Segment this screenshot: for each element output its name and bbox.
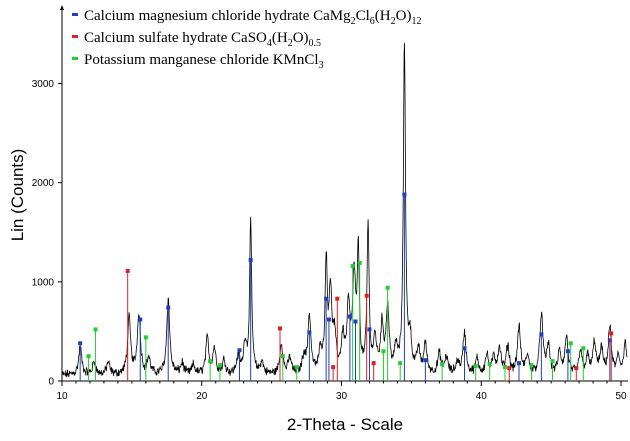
stick-marker-s2-3 xyxy=(208,359,213,364)
stick-marker-s1-2 xyxy=(331,365,336,370)
legend-label-1-part-3: O) xyxy=(292,30,309,46)
y-axis-title: Lin (Counts) xyxy=(8,148,27,242)
legend-item-1: Calcium sulfate hydrate CaSO4(H2O)0.5 xyxy=(72,30,421,52)
legend-item-0: Calcium magnesium chloride hydrate CaMg2… xyxy=(72,8,421,30)
legend-label-1: Calcium sulfate hydrate CaSO4(H2O)0.5 xyxy=(84,30,321,49)
stick-marker-s2-8 xyxy=(357,260,362,265)
stick-marker-s2-16 xyxy=(529,363,534,368)
legend-label-0-part-0: 2 xyxy=(350,16,356,27)
stick-marker-s0-5 xyxy=(307,330,312,335)
stick-marker-s2-6 xyxy=(294,365,299,370)
legend-label-2: Potassium manganese chloride KMnCl3 xyxy=(84,52,324,71)
legend-label-1-text: Calcium sulfate hydrate CaSO xyxy=(84,30,267,46)
legend-label-1-part-2: 2 xyxy=(287,38,293,49)
stick-marker-s0-6 xyxy=(324,296,329,301)
y-tick-label-1: 1000 xyxy=(32,277,55,288)
stick-marker-s2-0 xyxy=(86,354,91,359)
pattern-line xyxy=(61,42,628,378)
stick-marker-s2-5 xyxy=(280,354,285,359)
stick-marker-s2-18 xyxy=(568,341,573,346)
x-axis-title-wrap: 2-Theta - Scale xyxy=(0,415,630,435)
stick-marker-s2-11 xyxy=(398,361,403,366)
x-tick-label-4: 50 xyxy=(615,391,627,402)
stick-marker-s1-5 xyxy=(371,361,376,366)
stick-marker-s0-2 xyxy=(166,305,171,310)
stick-marker-s2-13 xyxy=(473,364,478,369)
legend-label-2-text: Potassium manganese chloride KMnCl xyxy=(84,52,319,68)
legend-label-0-text: Calcium magnesium chloride hydrate CaMg xyxy=(84,8,351,24)
stick-marker-s2-12 xyxy=(440,362,445,367)
legend-swatch-2 xyxy=(72,57,78,60)
axes: 0 1000 2000 3000 10 20 30 40 50 xyxy=(32,5,628,402)
stick-marker-s0-10 xyxy=(367,327,372,332)
stick-marker-s0-4 xyxy=(248,257,253,262)
stick-marker-s2-2 xyxy=(143,335,148,340)
stick-marker-s0-16 xyxy=(565,349,570,354)
stick-marker-s0-14 xyxy=(516,361,521,366)
stick-marker-s0-7 xyxy=(326,317,331,322)
legend-label-0-part-1: Cl xyxy=(355,8,370,24)
legend-label-0: Calcium magnesium chloride hydrate CaMg2… xyxy=(84,8,421,27)
legend-swatch-1 xyxy=(72,35,78,38)
legend: Calcium magnesium chloride hydrate CaMg2… xyxy=(72,8,421,74)
legend-label-0-part-3: (H xyxy=(374,8,391,24)
stick-marker-s2-10 xyxy=(385,285,390,290)
stick-marker-s1-1 xyxy=(278,326,283,331)
legend-swatch-0 xyxy=(72,13,78,16)
stick-marker-s2-14 xyxy=(487,362,492,367)
legend-label-0-part-2: 6 xyxy=(369,16,375,27)
legend-label-1-part-1: (H xyxy=(271,30,288,46)
stick-marker-s0-8 xyxy=(347,314,352,319)
x-tick-label-0: 10 xyxy=(56,391,68,402)
legend-label-0-part-6: 12 xyxy=(411,16,422,27)
stick-marker-s0-9 xyxy=(353,319,358,324)
legend-label-0-part-5: O) xyxy=(395,8,412,24)
y-tick-label-2: 2000 xyxy=(32,178,55,189)
stick-marker-s2-4 xyxy=(217,363,222,368)
measured-pattern xyxy=(61,42,628,378)
stick-marker-s2-1 xyxy=(93,327,98,332)
stick-marker-s2-19 xyxy=(581,346,586,351)
stick-marker-s2-9 xyxy=(381,349,386,354)
legend-item-2: Potassium manganese chloride KMnCl3 xyxy=(72,52,421,74)
legend-label-1-part-4: 0.5 xyxy=(308,38,322,49)
stick-marker-s2-7 xyxy=(350,263,355,268)
y-tick-label-0: 0 xyxy=(48,377,54,388)
x-tick-label-1: 20 xyxy=(196,391,208,402)
stick-marker-s0-0 xyxy=(78,341,83,346)
legend-label-0-part-4: 2 xyxy=(390,16,396,27)
stick-marker-s0-17 xyxy=(607,338,612,343)
stick-marker-s1-6 xyxy=(507,366,512,371)
stick-marker-s0-15 xyxy=(539,332,544,337)
stick-marker-s0-11 xyxy=(402,192,407,197)
stick-marker-s0-13 xyxy=(462,346,467,351)
stick-marker-s2-17 xyxy=(550,359,555,364)
stick-marker-s1-7 xyxy=(574,366,579,371)
stick-marker-s1-4 xyxy=(364,293,369,298)
x-tick-label-2: 30 xyxy=(336,391,348,402)
stick-marker-s0-1 xyxy=(138,317,143,322)
y-axis-arrow xyxy=(60,5,64,10)
stick-marker-s2-15 xyxy=(503,365,508,370)
stick-marker-s1-0 xyxy=(125,268,130,273)
legend-label-2-part-0: 3 xyxy=(318,60,324,71)
legend-label-1-part-0: 4 xyxy=(266,38,272,49)
stick-marker-s1-8 xyxy=(609,331,614,336)
stick-marker-s0-3 xyxy=(237,348,242,353)
phase-sticks xyxy=(78,192,614,381)
y-tick-label-3: 3000 xyxy=(32,79,55,90)
stick-marker-s1-3 xyxy=(335,296,340,301)
x-tick-label-3: 40 xyxy=(476,391,488,402)
stick-marker-s0-12 xyxy=(423,358,428,363)
x-axis-title: 2-Theta - Scale xyxy=(286,415,404,434)
